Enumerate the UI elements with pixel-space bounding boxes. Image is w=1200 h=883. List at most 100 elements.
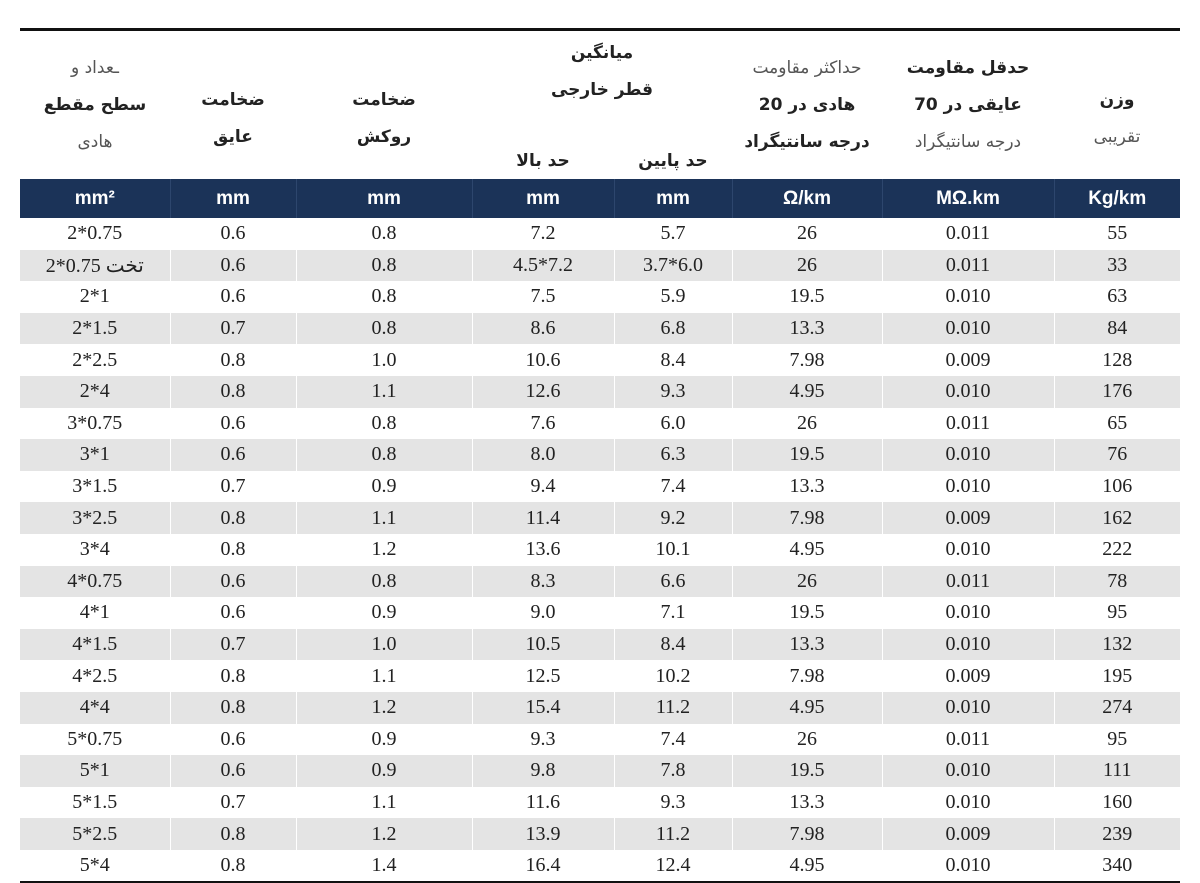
sheath-cell: 1.1 xyxy=(295,786,472,819)
upper-limit-cell: 9.3 xyxy=(471,723,614,756)
insulation-cell: 0.6 xyxy=(169,439,296,471)
insulation-resistance-cell: 0.010 xyxy=(881,849,1054,882)
weight-cell: 128 xyxy=(1053,344,1180,376)
insulation-cell: 0.6 xyxy=(169,281,296,313)
header-sheath-line-1: ضخامت xyxy=(352,90,416,110)
resistance-cell: 13.3 xyxy=(731,312,882,345)
insulation-cell: 0.8 xyxy=(169,375,296,408)
conductor-cell: 3*1 xyxy=(20,439,170,471)
sheath-cell: 0.8 xyxy=(295,312,472,345)
resistance-cell: 13.3 xyxy=(731,628,882,661)
conductor-cell: تخت 0.75*2 xyxy=(20,249,170,282)
resistance-cell: 4.95 xyxy=(731,691,882,724)
table-body: mm² mm mm mm mm Ω/km MΩ.km Kg/km 2*0.75 0… xyxy=(20,179,1180,882)
insulation-resistance-cell: 0.010 xyxy=(881,597,1054,629)
header-conductor-line-3: هادی xyxy=(77,131,113,152)
resistance-cell: 26 xyxy=(731,407,882,440)
conductor-cell: 2*0.75 xyxy=(20,218,170,250)
conductor-cell: 3*4 xyxy=(20,533,170,566)
header-insulation-thickness: ضخامت عایق xyxy=(170,31,296,179)
conductor-cell: 3*1.5 xyxy=(20,470,170,503)
lower-limit-cell: 5.7 xyxy=(613,218,732,250)
resistance-cell: 7.98 xyxy=(731,502,882,534)
sheath-cell: 0.8 xyxy=(295,407,472,440)
table-row: 4*1.5 0.7 1.0 10.5 8.4 13.3 0.010 132 xyxy=(20,628,1180,661)
sheath-cell: 1.1 xyxy=(295,660,472,692)
insulation-cell: 0.6 xyxy=(169,723,296,756)
unit-row: mm² mm mm mm mm Ω/km MΩ.km Kg/km xyxy=(20,179,1180,218)
lower-limit-cell: 8.4 xyxy=(613,344,732,376)
table-row: 4*0.75 0.6 0.8 8.3 6.6 26 0.011 78 xyxy=(20,565,1180,598)
header-sheath-line-2: روکش xyxy=(356,127,412,147)
lower-limit-cell: 7.4 xyxy=(613,723,732,756)
weight-cell: 33 xyxy=(1053,249,1180,282)
sheath-cell: 0.8 xyxy=(295,565,472,598)
conductor-cell: 5*0.75 xyxy=(20,723,170,756)
insulation-cell: 0.7 xyxy=(169,470,296,503)
sheath-cell: 0.9 xyxy=(295,470,472,503)
conductor-cell: 3*0.75 xyxy=(20,407,170,440)
conductor-cell: 4*1.5 xyxy=(20,628,170,661)
header-min-insulation-resistance: حدقل مقاومت عایقی در 70 درجه سانتیگراد xyxy=(882,31,1054,179)
weight-cell: 195 xyxy=(1053,660,1180,692)
weight-cell: 63 xyxy=(1053,281,1180,313)
weight-cell: 162 xyxy=(1053,502,1180,534)
conductor-cell: 5*2.5 xyxy=(20,818,170,850)
insulation-cell: 0.8 xyxy=(169,849,296,882)
upper-limit-cell: 12.6 xyxy=(471,375,614,408)
table-row: 5*4 0.8 1.4 16.4 12.4 4.95 0.010 340 xyxy=(20,849,1180,882)
unit-cell: Kg/km xyxy=(1053,179,1180,218)
table-row: 3*0.75 0.6 0.8 7.6 6.0 26 0.011 65 xyxy=(20,407,1180,440)
sheath-cell: 0.8 xyxy=(295,439,472,471)
weight-cell: 65 xyxy=(1053,407,1180,440)
header-min-insulation-line-1: حدقل مقاومت xyxy=(906,57,1030,78)
resistance-cell: 26 xyxy=(731,565,882,598)
insulation-cell: 0.8 xyxy=(169,502,296,534)
insulation-resistance-cell: 0.011 xyxy=(881,565,1054,598)
upper-limit-cell: 10.6 xyxy=(471,344,614,376)
insulation-resistance-cell: 0.009 xyxy=(881,502,1054,534)
insulation-resistance-cell: 0.010 xyxy=(881,470,1054,503)
lower-limit-cell: 6.0 xyxy=(613,407,732,440)
table-row: 5*0.75 0.6 0.9 9.3 7.4 26 0.011 95 xyxy=(20,723,1180,756)
unit-cell: mm xyxy=(613,179,732,218)
conductor-cell: 4*2.5 xyxy=(20,660,170,692)
upper-limit-cell: 8.3 xyxy=(471,565,614,598)
upper-limit-cell: 16.4 xyxy=(471,849,614,882)
insulation-resistance-cell: 0.011 xyxy=(881,218,1054,250)
insulation-cell: 0.8 xyxy=(169,533,296,566)
lower-limit-cell: 7.1 xyxy=(613,597,732,629)
weight-cell: 78 xyxy=(1053,565,1180,598)
insulation-cell: 0.6 xyxy=(169,407,296,440)
insulation-resistance-cell: 0.011 xyxy=(881,407,1054,440)
header-lower-limit: حد پایین xyxy=(638,151,708,171)
insulation-resistance-cell: 0.010 xyxy=(881,312,1054,345)
table-row: 3*2.5 0.8 1.1 11.4 9.2 7.98 0.009 162 xyxy=(20,502,1180,534)
header-max-resistance: حداکثر مقاومت هادی در 20 درجه سانتیگراد xyxy=(732,31,882,179)
lower-limit-cell: 12.4 xyxy=(613,849,732,882)
conductor-cell: 5*4 xyxy=(20,849,170,882)
unit-cell: mm² xyxy=(20,179,170,218)
table-row: 2*4 0.8 1.1 12.6 9.3 4.95 0.010 176 xyxy=(20,375,1180,408)
lower-limit-cell: 11.2 xyxy=(613,818,732,850)
insulation-resistance-cell: 0.009 xyxy=(881,344,1054,376)
header-upper-limit: حد بالا xyxy=(516,151,570,171)
header-row: ـعداد و سطح مقطع هادی ضخامت عایق ضخامت ر… xyxy=(20,31,1180,152)
sheath-cell: 1.2 xyxy=(295,533,472,566)
insulation-cell: 0.7 xyxy=(169,628,296,661)
upper-limit-cell: 15.4 xyxy=(471,691,614,724)
unit-cell: Ω/km xyxy=(731,179,882,218)
upper-limit-cell: 9.4 xyxy=(471,470,614,503)
resistance-cell: 26 xyxy=(731,249,882,282)
header-conductor: ـعداد و سطح مقطع هادی xyxy=(20,31,170,179)
weight-cell: 106 xyxy=(1053,470,1180,503)
sheath-cell: 0.9 xyxy=(295,755,472,787)
lower-limit-cell: 7.8 xyxy=(613,755,732,787)
insulation-resistance-cell: 0.010 xyxy=(881,755,1054,787)
header-sheath-thickness: ضخامت روکش xyxy=(296,31,472,179)
upper-limit-cell: 11.6 xyxy=(471,786,614,819)
lower-limit-cell: 11.2 xyxy=(613,691,732,724)
resistance-cell: 26 xyxy=(731,723,882,756)
sheath-cell: 0.9 xyxy=(295,723,472,756)
lower-limit-cell: 6.6 xyxy=(613,565,732,598)
